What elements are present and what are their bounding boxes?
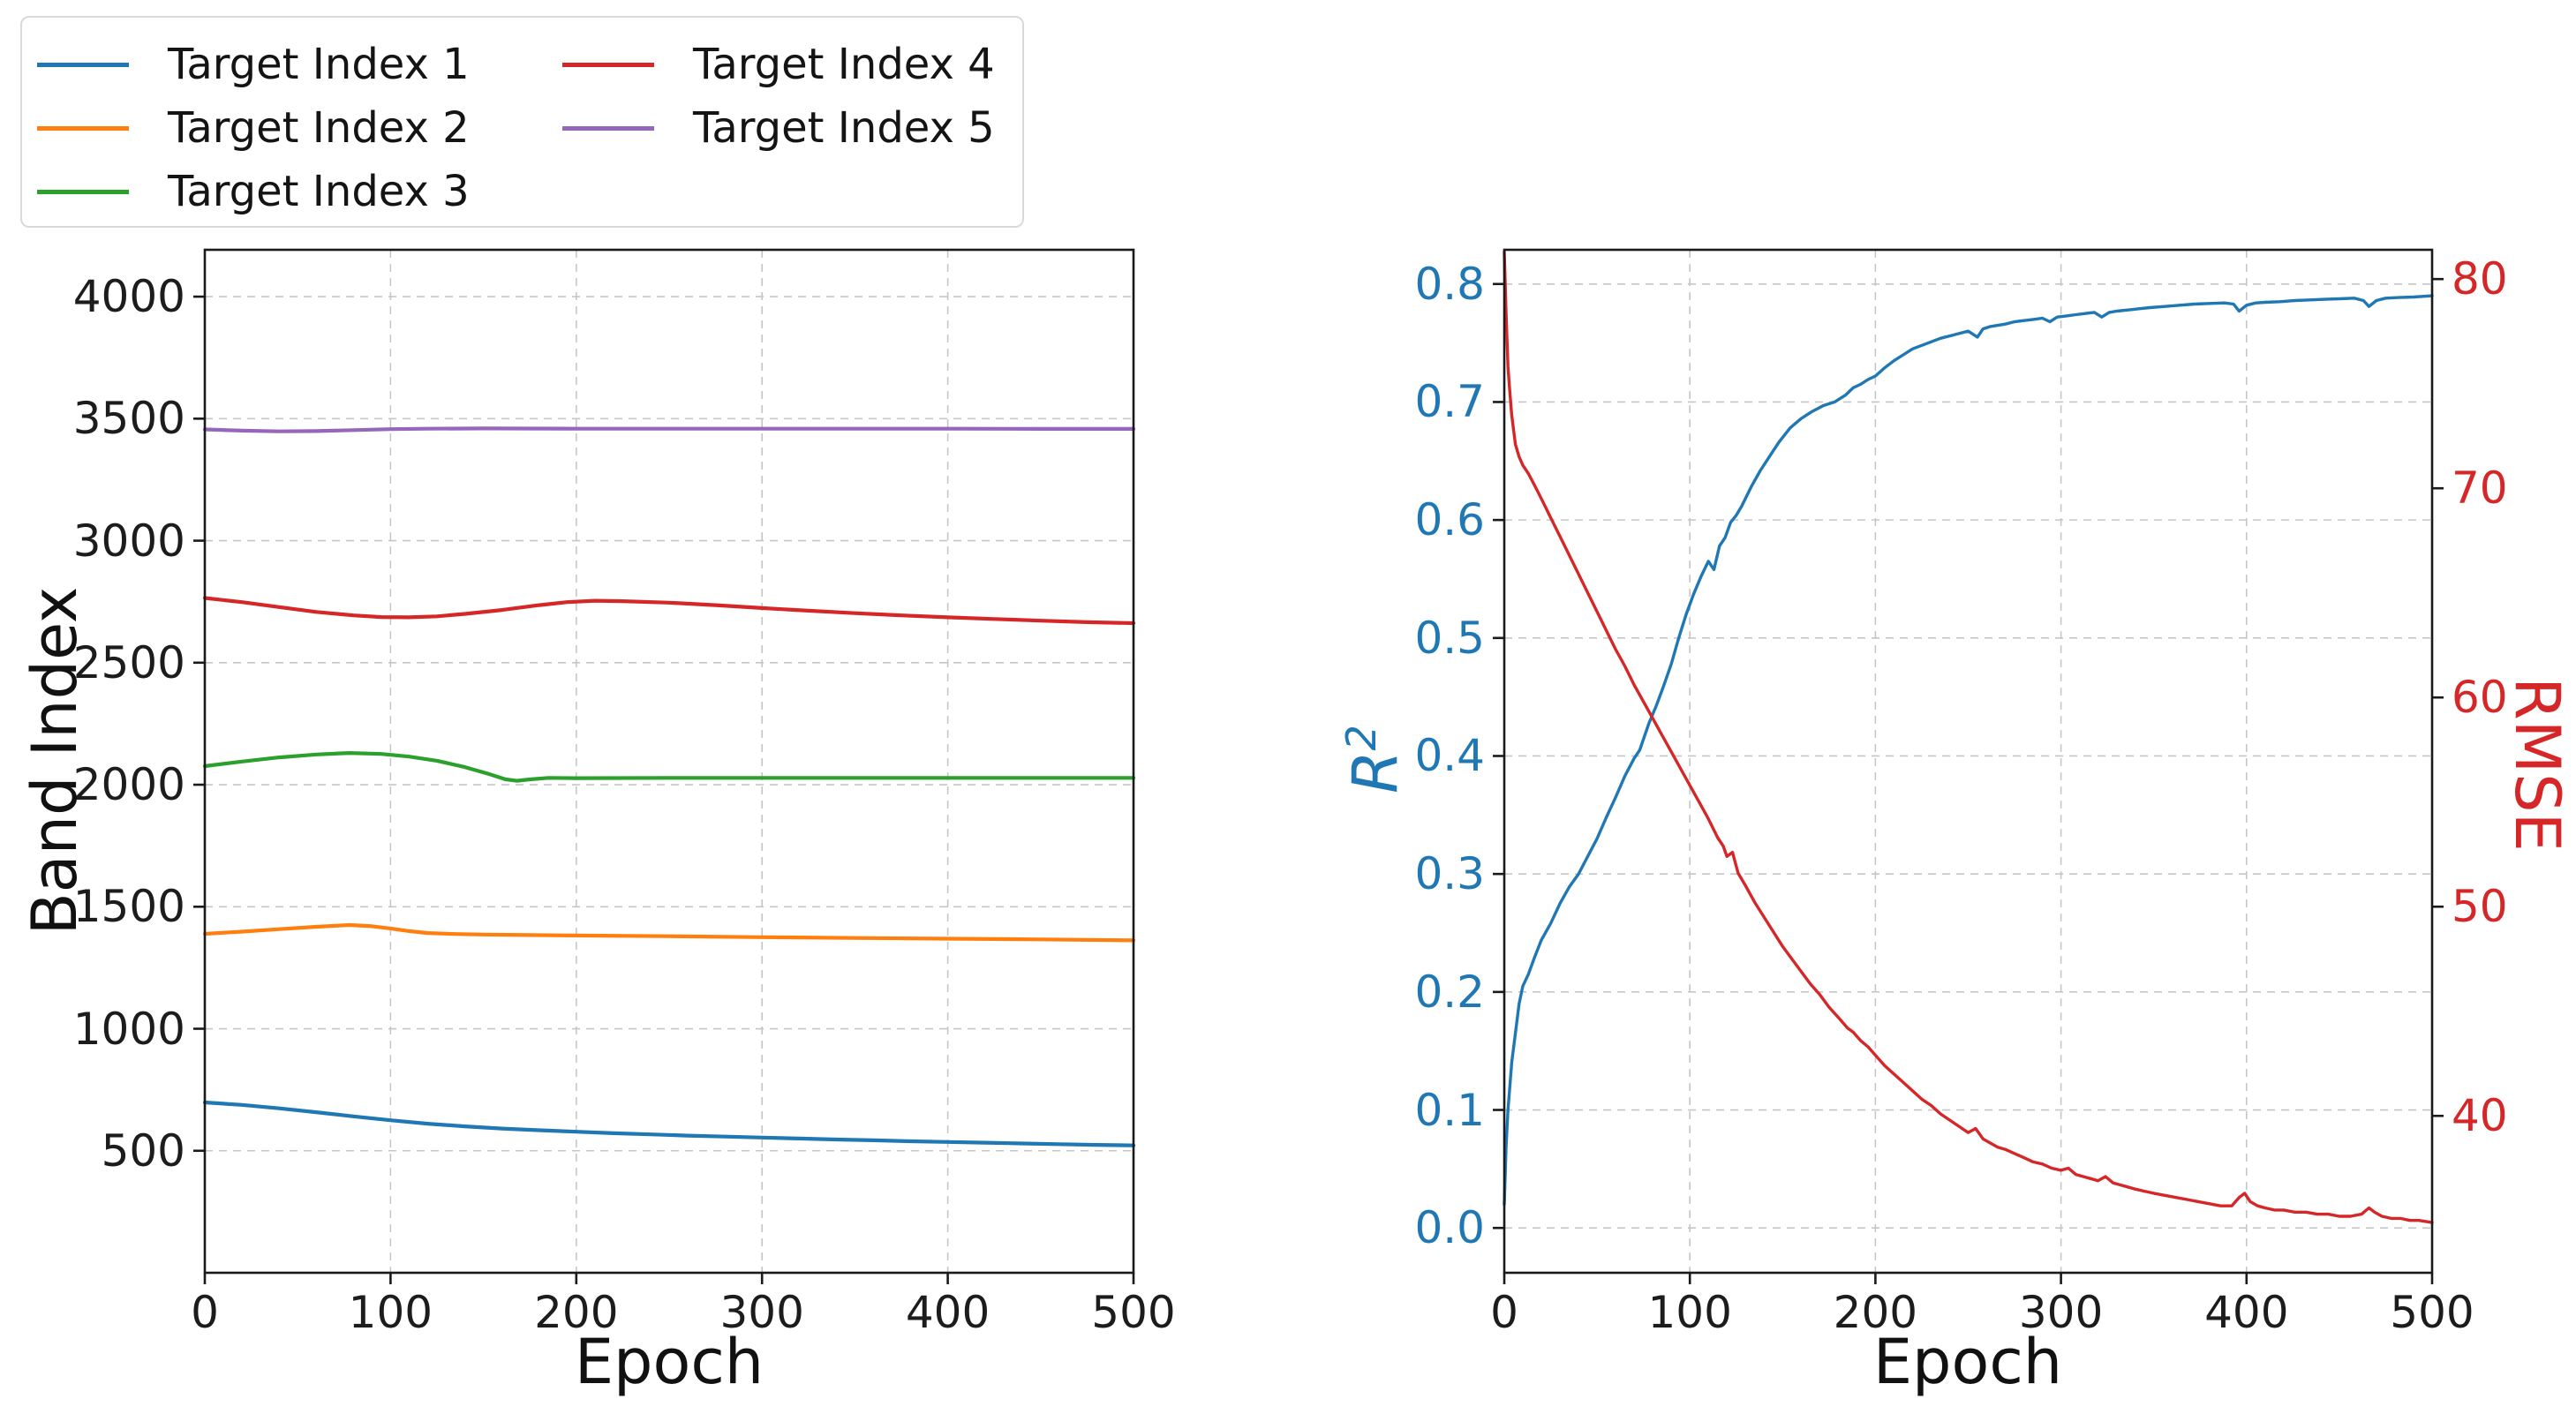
- right-chart-x-axis-label: Epoch: [1872, 1326, 2063, 1398]
- left-chart-x-axis-label: Epoch: [574, 1326, 765, 1398]
- axes-spines: [1503, 248, 2434, 1275]
- legend-line-sample-icon: [37, 125, 129, 131]
- right-chart-right-y-axis-label: RMSE: [2501, 677, 2573, 852]
- r-squared-base: R: [1339, 750, 1412, 793]
- axes-spines: [203, 248, 1135, 1275]
- legend-column-2: Target Index 4 Target Index 5: [562, 33, 1022, 226]
- right-chart: [1493, 248, 2444, 1284]
- left-chart: [193, 248, 1136, 1284]
- r-squared-superscript: 2: [1337, 725, 1385, 751]
- legend-label: Target Index 1: [168, 40, 470, 89]
- legend-label: Target Index 4: [693, 40, 995, 89]
- legend-line-sample-icon: [37, 62, 129, 67]
- legend-item: Target Index 2: [37, 96, 562, 160]
- series-target-index-1: [202, 1100, 1136, 1147]
- series-target-index-4: [202, 596, 1136, 626]
- series-target-index-2: [202, 922, 1136, 943]
- series-rmse: [1503, 250, 2434, 1224]
- legend: Target Index 1 Target Index 2 Target Ind…: [20, 16, 1024, 228]
- legend-line-sample-icon: [37, 189, 129, 194]
- legend-line-sample-icon: [562, 125, 654, 131]
- legend-label: Target Index 3: [168, 167, 470, 216]
- legend-label: Target Index 5: [693, 103, 995, 153]
- legend-item: Target Index 4: [562, 33, 1022, 96]
- series-target-index-5: [202, 426, 1136, 433]
- series-target-index-3: [202, 750, 1136, 783]
- series-r: [1503, 294, 2434, 1207]
- legend-line-sample-icon: [562, 62, 654, 67]
- legend-item: Target Index 5: [562, 96, 1022, 160]
- legend-item: Target Index 3: [37, 160, 562, 223]
- legend-item: Target Index 1: [37, 33, 562, 96]
- right-chart-left-y-axis-label: R2: [1337, 725, 1412, 793]
- legend-column-1: Target Index 1 Target Index 2 Target Ind…: [37, 33, 562, 226]
- left-chart-y-axis-label: Band Index: [19, 586, 91, 936]
- legend-label: Target Index 2: [168, 103, 470, 153]
